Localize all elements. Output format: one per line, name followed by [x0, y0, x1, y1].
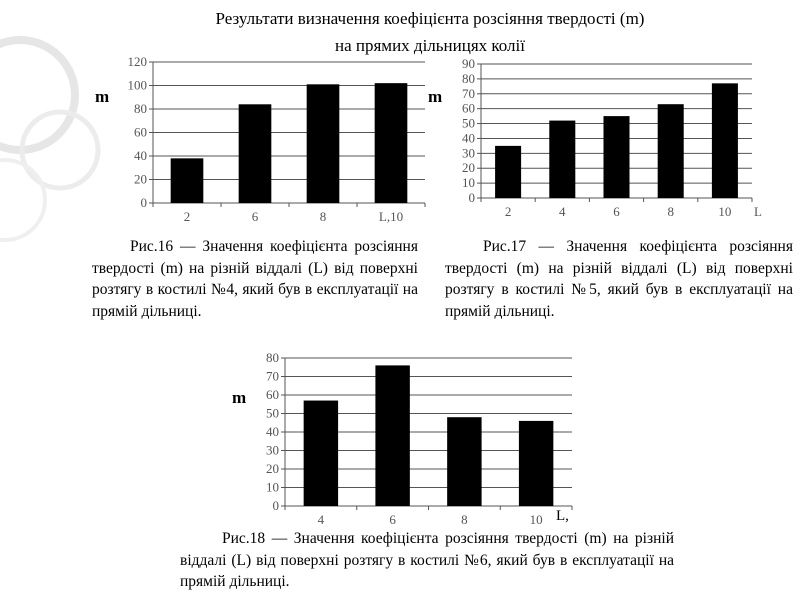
bar-2 — [495, 145, 522, 198]
bar-8 — [306, 84, 340, 203]
x-tick-label: 6 — [389, 512, 396, 527]
bar-4 — [549, 120, 576, 198]
x-tick-label: 8 — [667, 204, 674, 219]
y-tick-label: 40 — [134, 148, 147, 163]
y-tick-label: 30 — [462, 145, 475, 160]
fig17-caption: Рис.17 — Значення коефіцієнта розсіяння … — [445, 238, 793, 320]
y-tick-label: 70 — [462, 86, 475, 101]
fig18-y-label: m — [232, 388, 247, 407]
x-tick-label: 4 — [318, 512, 325, 527]
fig16-chart: 0 20 40 60 80 100 120 2 6 8 L,10 — [128, 54, 426, 224]
bar-10 — [711, 83, 738, 198]
bar-6 — [375, 365, 410, 506]
y-tick-label: 40 — [462, 130, 475, 145]
y-tick-label: 60 — [134, 125, 147, 140]
y-tick-label: 60 — [462, 101, 475, 116]
y-tick-label: 10 — [266, 480, 279, 495]
y-tick-label: 50 — [266, 406, 279, 421]
y-tick-label: 20 — [266, 461, 279, 476]
y-tick-label: 50 — [462, 116, 475, 131]
bar-10 — [518, 420, 554, 506]
fig17-y-label: m — [428, 87, 443, 106]
x-tick-label: 8 — [461, 512, 468, 527]
fig16-y-label: m — [95, 87, 110, 106]
y-tick-label: 0 — [273, 498, 280, 513]
x-tick-label: 4 — [559, 204, 566, 219]
y-tick-label: 60 — [266, 387, 279, 402]
y-tick-label: 80 — [266, 350, 279, 365]
bar-6 — [603, 116, 630, 198]
bar-8 — [447, 417, 482, 506]
y-tick-label: 120 — [128, 54, 148, 69]
y-tick-label: 80 — [134, 101, 147, 116]
y-tick-label: 100 — [128, 78, 148, 93]
fig18-chart: 0 10 20 30 40 50 60 70 80 4 6 8 10 L, — [266, 350, 573, 527]
y-tick-label: 10 — [462, 175, 475, 190]
x-axis-label: L, — [556, 508, 569, 524]
decorative-rings — [0, 36, 101, 242]
x-tick-label: 2 — [505, 204, 512, 219]
bar-L,10 — [374, 83, 408, 203]
y-tick-label: 20 — [462, 160, 475, 175]
y-tick-label: 30 — [266, 443, 279, 458]
x-tick-label: L,10 — [379, 209, 403, 224]
y-tick-label: 90 — [462, 56, 475, 71]
x-tick-label: 8 — [320, 209, 327, 224]
x-tick-label: 2 — [184, 209, 191, 224]
x-tick-label: 6 — [613, 204, 620, 219]
y-tick-label: 0 — [469, 190, 476, 205]
y-tick-label: 20 — [134, 172, 147, 187]
x-tick-label: 10 — [718, 204, 731, 219]
y-tick-label: 80 — [462, 71, 475, 86]
y-tick-label: 40 — [266, 424, 279, 439]
bar-4 — [303, 400, 339, 506]
x-tick-label: 6 — [252, 209, 259, 224]
fig18-caption: Рис.18 — Значення коефіцієнта розсіяння … — [180, 530, 674, 590]
x-tick-label: 10 — [530, 512, 543, 527]
x-axis-label: L — [754, 204, 762, 219]
fig16-caption: Рис.16 — Значення коефіцієнта розсіяння … — [92, 238, 418, 320]
y-tick-label: 0 — [141, 195, 148, 210]
title-line-1: Результати визначення коефіцієнта розсія… — [215, 9, 645, 28]
bar-2 — [170, 158, 204, 203]
bar-8 — [657, 104, 684, 198]
title-line-2: на прямих дільницях колії — [335, 36, 525, 55]
y-tick-label: 70 — [266, 369, 279, 384]
slide-title: Результати визначення коефіцієнта розсія… — [120, 5, 740, 59]
bar-6 — [238, 104, 272, 203]
